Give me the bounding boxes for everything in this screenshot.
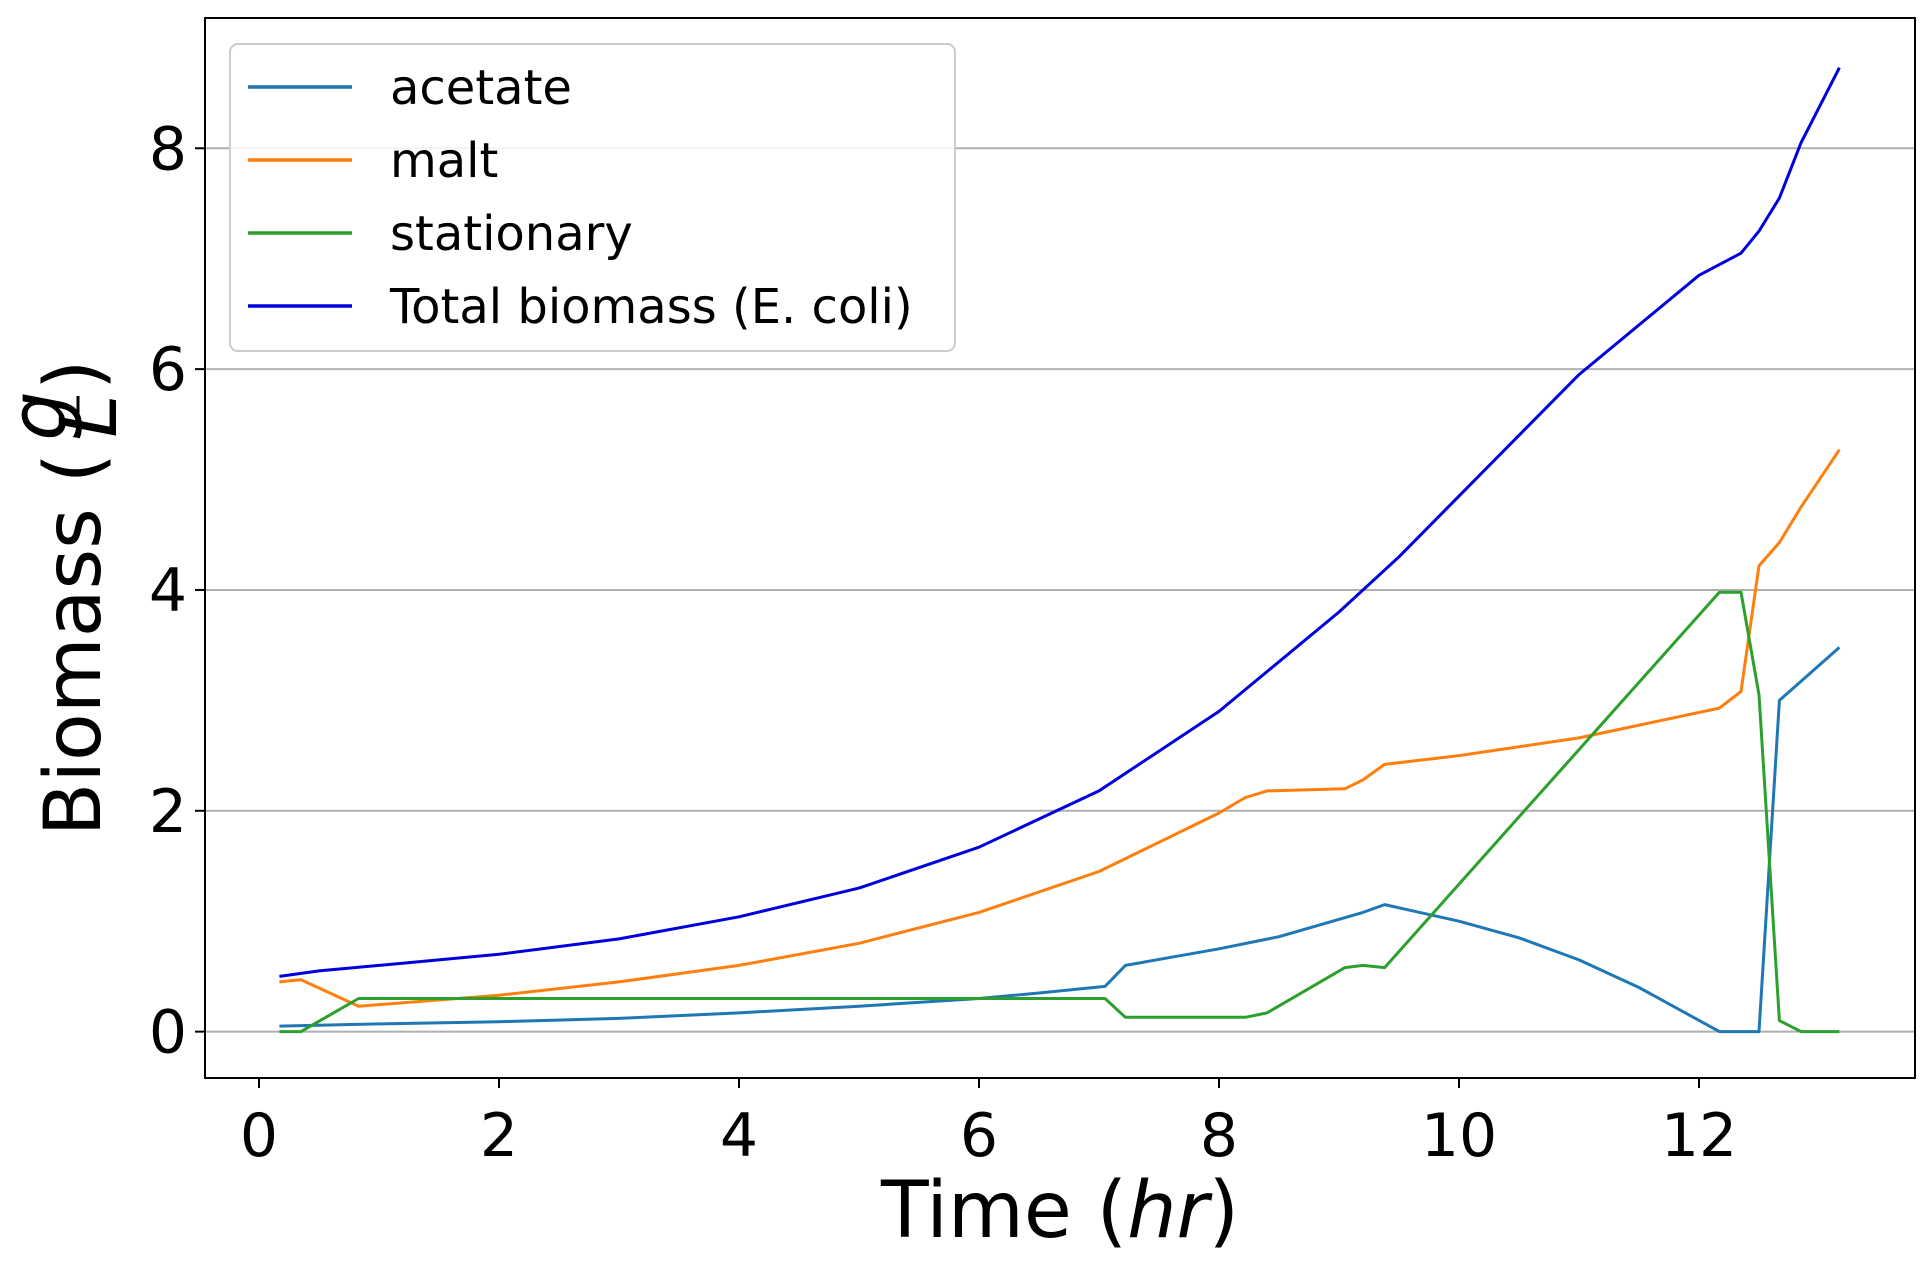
y-axis-label-text: Biomass ( — [29, 453, 119, 836]
x-tick-label: 8 — [1200, 1101, 1238, 1171]
x-tick-label: 2 — [480, 1101, 518, 1171]
x-tick-label: 0 — [240, 1101, 278, 1171]
y-axis-ticks: 0 2 4 6 8 — [149, 114, 205, 1068]
legend: acetate malt stationary Total biomass (E. c… — [229, 43, 956, 352]
y-tick-label: 8 — [149, 114, 187, 184]
series-line-1 — [279, 448, 1841, 1008]
y-axis-label: Biomass ( g L ) — [0, 360, 135, 837]
x-tick-label: 4 — [720, 1101, 758, 1171]
y-tick-label: 0 — [149, 998, 187, 1068]
x-axis-label: Time (hr) — [880, 1166, 1239, 1256]
x-tick-label: 10 — [1421, 1101, 1497, 1171]
y-tick-label: 6 — [149, 335, 187, 405]
x-tick-label: 6 — [960, 1101, 998, 1171]
y-tick-label: 4 — [149, 556, 187, 626]
y-axis-label-fraction-numerator: g — [0, 391, 85, 441]
plot-frame — [204, 17, 1916, 1079]
y-tick-label: 2 — [149, 777, 187, 847]
series-line-3 — [279, 67, 1841, 978]
legend-label-0: acetate — [390, 60, 572, 116]
x-tick-label: 12 — [1661, 1101, 1737, 1171]
legend-label-2: stationary — [390, 206, 633, 262]
series-lines — [279, 67, 1841, 1034]
x-axis-ticks: 0 2 4 6 8 10 12 — [240, 1078, 1737, 1171]
y-axis-label-close-paren: ) — [29, 360, 119, 390]
y-axis-label-fraction-denominator: L — [45, 394, 135, 437]
legend-label-1: malt — [390, 133, 498, 189]
legend-label-3: Total biomass (E. coli) — [389, 279, 913, 335]
legend-box — [229, 43, 956, 352]
series-line-2 — [279, 590, 1840, 1034]
series-line-0 — [279, 646, 1841, 1034]
